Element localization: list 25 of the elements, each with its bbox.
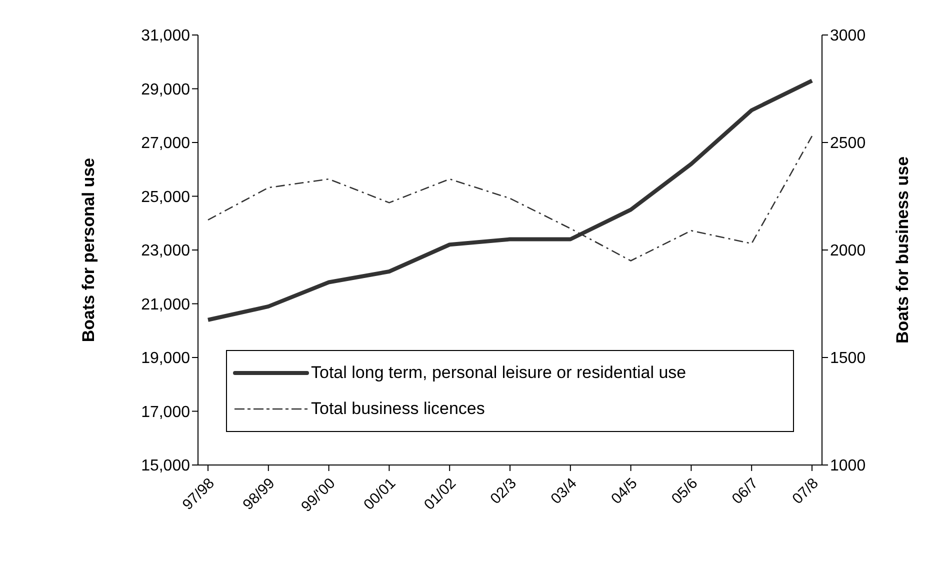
y-tick-label: 15,000 [141, 458, 190, 475]
legend-label: Total business licences [311, 399, 485, 419]
y-tick-label: 27,000 [141, 135, 190, 152]
x-tick-label: 03/4 [548, 474, 580, 508]
y-tick-label: 19,000 [141, 350, 190, 368]
y-tick-label: 31,000 [141, 28, 190, 45]
y-tick-label: 21,000 [141, 296, 190, 314]
x-tick-label: 02/3 [487, 474, 520, 508]
x-tick-label: 06/7 [728, 474, 762, 508]
y2-axis-title: Boats for business use [893, 156, 912, 344]
y2-tick-label: 2000 [830, 242, 866, 260]
y-tick-label: 25,000 [141, 188, 190, 206]
y-tick-label: 23,000 [141, 242, 190, 260]
y-axis-title: Boats for personal use [79, 158, 98, 342]
x-tick-label: 04/5 [608, 474, 641, 508]
x-tick-label: 07/8 [789, 474, 822, 508]
legend-label: Total long term, personal leisure or residential use [311, 363, 686, 383]
line-series [206, 78, 814, 322]
y2-tick-label: 1000 [830, 458, 866, 475]
y-tick-label: 29,000 [141, 81, 190, 98]
y2-tick-label: 2500 [830, 135, 866, 152]
x-tick-label: 05/6 [668, 474, 702, 508]
y-tick-label: 17,000 [141, 404, 190, 421]
y2-tick-label: 3000 [830, 28, 866, 45]
y2-tick-label: 1500 [830, 350, 866, 368]
